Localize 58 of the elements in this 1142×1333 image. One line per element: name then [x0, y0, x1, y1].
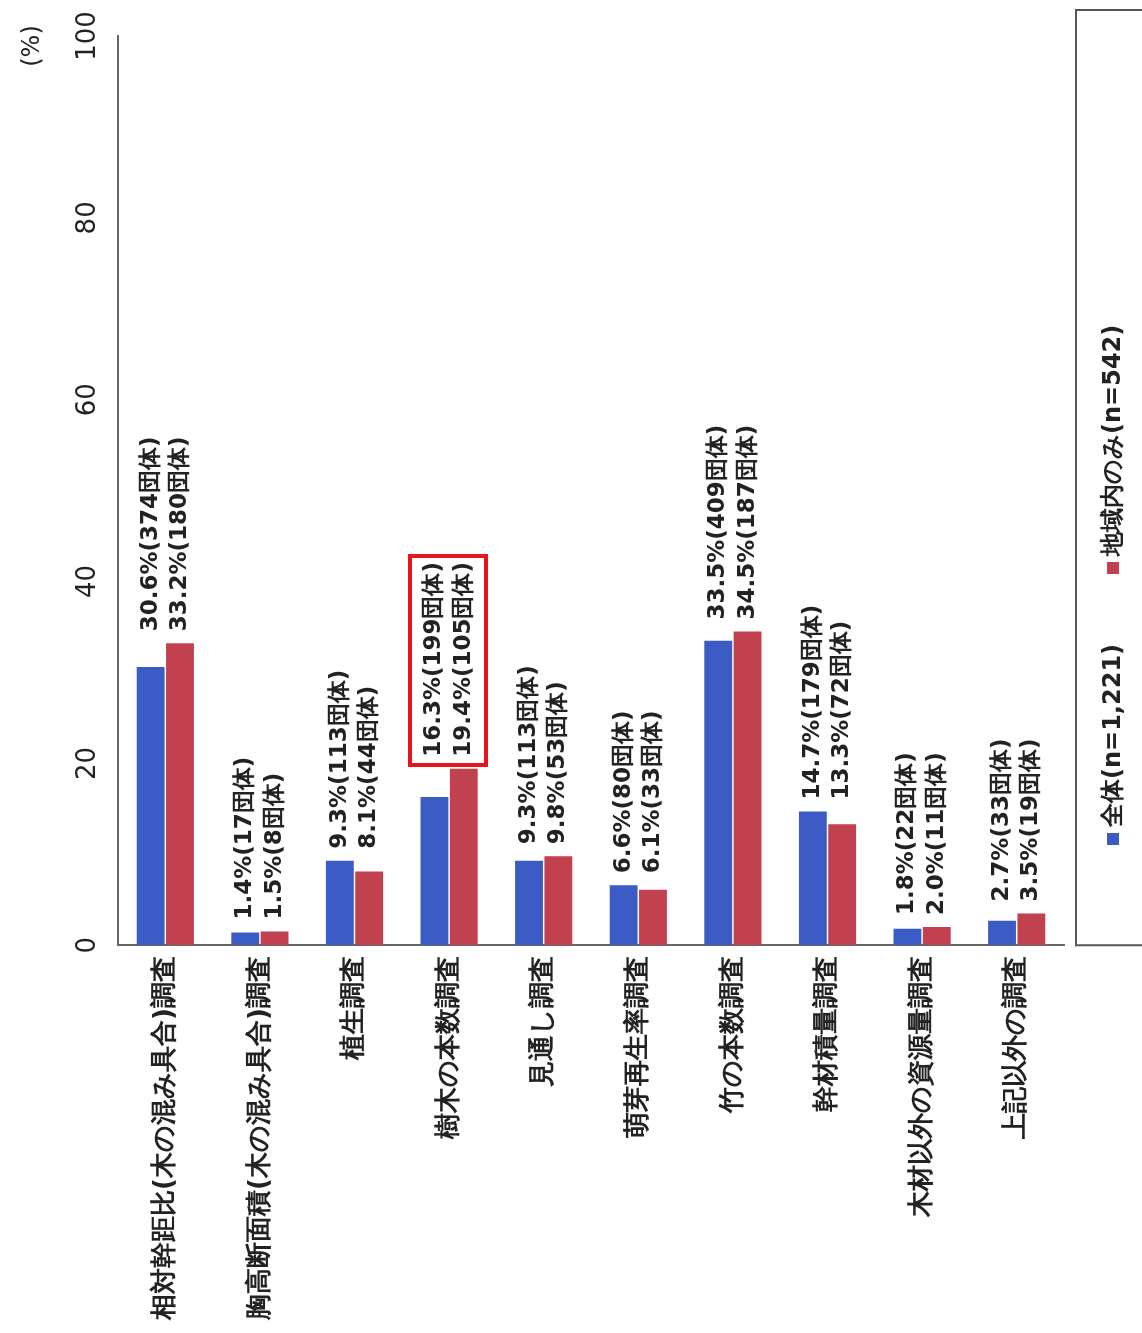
x-tick-label: 竹の本数調査 — [715, 956, 746, 1115]
data-label: 9.8%(53団体) — [543, 681, 570, 845]
data-label: 14.7%(179団体) — [797, 604, 824, 800]
bar — [922, 927, 951, 946]
x-tick-label: 樹木の本数調査 — [431, 956, 462, 1141]
data-label: 9.3%(113団体) — [324, 669, 351, 849]
data-label: 6.1%(33団体) — [637, 710, 664, 874]
x-tick-label: 木材以外の資源量調査 — [904, 956, 935, 1219]
bar — [733, 631, 762, 946]
bar — [828, 824, 857, 946]
bar — [136, 667, 165, 946]
data-label: 33.2%(180団体) — [164, 436, 191, 632]
bar — [893, 928, 922, 946]
data-label: 2.0%(11団体) — [921, 752, 948, 916]
x-tick-label: 萌芽再生率調査 — [621, 956, 652, 1140]
bar — [988, 920, 1016, 946]
bar — [420, 797, 449, 946]
data-label: 30.6%(374団体) — [135, 436, 162, 632]
bar — [1017, 913, 1046, 946]
x-tick-label: 上記以外の調査 — [999, 956, 1030, 1141]
x-tick-label: 見通し調査 — [526, 956, 557, 1089]
y-axis-title: (%) — [17, 25, 46, 67]
bar — [515, 860, 543, 946]
y-tick-label: 0 — [70, 936, 101, 954]
x-tick-label: 相対幹距比(木の混み具合)調査 — [148, 956, 179, 1321]
data-label: 1.4%(17団体) — [230, 756, 257, 920]
bar — [544, 856, 573, 946]
text: 全体(n=1,221) — [1098, 644, 1126, 828]
data-label: 9.3%(113団体) — [514, 665, 541, 845]
data-label: 6.6%(80団体) — [608, 710, 635, 874]
data-label: 13.3%(72団体) — [827, 620, 854, 800]
data-label: 1.5%(8団体) — [259, 772, 286, 920]
y-tick-label: 100 — [70, 11, 101, 61]
data-label: 8.1%(44団体) — [354, 685, 381, 849]
bar — [166, 643, 194, 946]
bar — [609, 885, 638, 946]
bar — [325, 860, 354, 946]
y-tick-label: 60 — [70, 383, 101, 417]
y-tick-label: 20 — [70, 746, 101, 780]
bar — [260, 931, 289, 946]
bar — [704, 640, 733, 946]
text: 地域内のみ(n=542) — [1098, 324, 1126, 557]
x-tick-label: 幹材積量調査 — [810, 956, 841, 1113]
data-label: 1.8%(22団体) — [892, 752, 919, 916]
data-label: 2.7%(33団体) — [987, 738, 1014, 902]
x-tick-label: 植生調査 — [337, 956, 368, 1062]
bar — [798, 811, 827, 946]
y-tick-label: 80 — [70, 201, 101, 235]
data-label: 3.5%(19団体) — [1016, 738, 1043, 902]
y-tick-label: 40 — [70, 564, 101, 599]
bar — [231, 932, 260, 946]
bar — [355, 871, 384, 946]
x-tick-label: 胸高断面積(木の混み具合)調査 — [242, 956, 273, 1321]
data-label: 16.3%(199団体) — [419, 562, 446, 757]
data-label: 34.5%(187団体) — [732, 424, 759, 620]
bar — [639, 889, 667, 946]
data-label: 19.4%(105団体) — [448, 562, 475, 757]
data-label: 33.5%(409団体) — [703, 424, 730, 620]
